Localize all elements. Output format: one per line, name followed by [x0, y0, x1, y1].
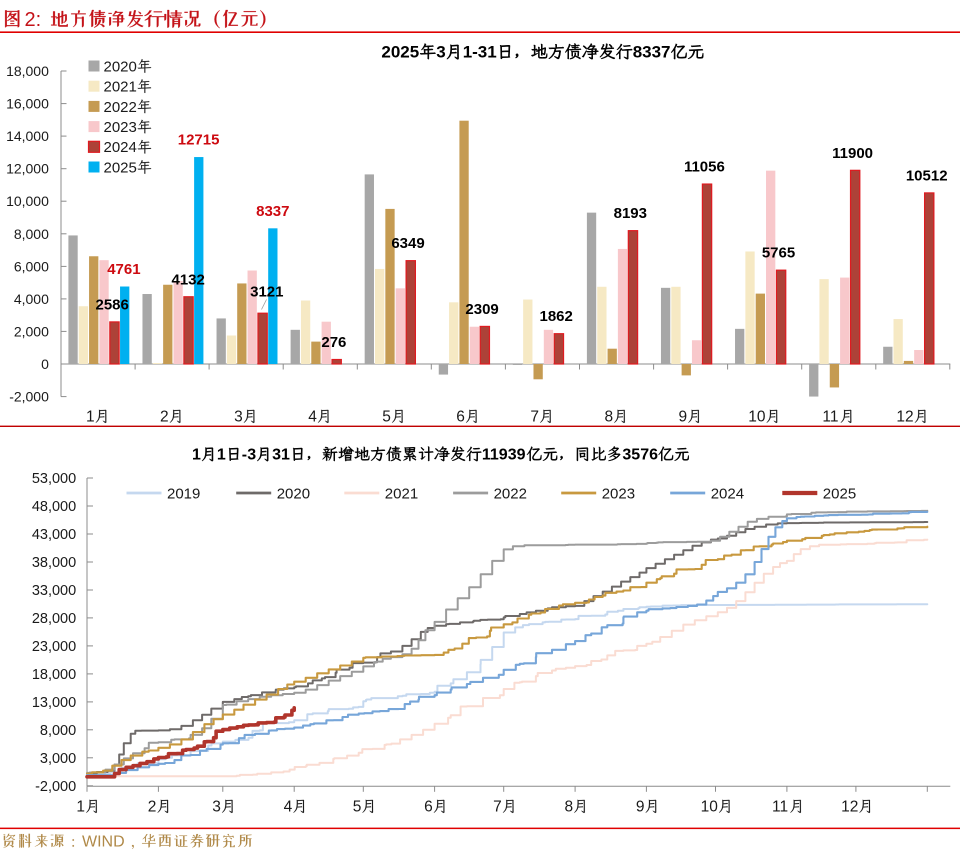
svg-text:1-31: 1-31 — [463, 43, 497, 62]
svg-text:2586: 2586 — [96, 296, 129, 313]
svg-text:6: 6 — [456, 408, 465, 425]
svg-text:8: 8 — [565, 798, 574, 815]
svg-text:10,000: 10,000 — [6, 193, 49, 209]
svg-text:6349: 6349 — [391, 235, 424, 252]
svg-text:2023: 2023 — [602, 485, 635, 502]
svg-text:10: 10 — [701, 798, 719, 815]
svg-text:48,000: 48,000 — [32, 499, 76, 515]
svg-text:2020: 2020 — [104, 58, 137, 75]
svg-text:2021: 2021 — [104, 79, 137, 96]
svg-text:11056: 11056 — [684, 159, 725, 176]
svg-text:13,000: 13,000 — [32, 695, 76, 711]
svg-text:18,000: 18,000 — [32, 667, 76, 683]
svg-text:-: - — [242, 447, 247, 464]
svg-text:4132: 4132 — [172, 271, 205, 288]
svg-text:1: 1 — [217, 447, 226, 464]
svg-text:10: 10 — [748, 408, 766, 425]
svg-text:11: 11 — [772, 798, 788, 815]
svg-text:2,000: 2,000 — [14, 323, 49, 339]
svg-text:2024: 2024 — [104, 139, 137, 156]
svg-text:WIND: WIND — [82, 834, 125, 851]
svg-text:10512: 10512 — [906, 167, 948, 184]
svg-text:2309: 2309 — [465, 301, 498, 318]
svg-text:12715: 12715 — [178, 132, 220, 149]
svg-text:-2,000: -2,000 — [35, 779, 76, 795]
svg-text:12: 12 — [841, 798, 858, 815]
svg-text:1: 1 — [86, 408, 95, 425]
svg-text:7: 7 — [493, 798, 502, 815]
svg-text:8: 8 — [605, 408, 614, 425]
svg-text:12: 12 — [896, 408, 913, 425]
svg-text:8337: 8337 — [633, 43, 671, 62]
svg-text:2025: 2025 — [104, 159, 137, 176]
svg-text:0: 0 — [41, 356, 49, 372]
svg-text:3,000: 3,000 — [40, 751, 76, 767]
svg-text:1: 1 — [192, 447, 201, 464]
svg-text:3576: 3576 — [622, 447, 658, 464]
svg-text:3: 3 — [234, 408, 243, 425]
svg-text:53,000: 53,000 — [32, 471, 76, 487]
svg-text:4: 4 — [308, 408, 317, 425]
svg-text:43,000: 43,000 — [32, 527, 76, 543]
svg-text:14,000: 14,000 — [6, 128, 49, 144]
svg-text:4761: 4761 — [107, 261, 140, 278]
svg-text:2021: 2021 — [385, 485, 418, 502]
svg-text:6: 6 — [424, 798, 433, 815]
svg-text:2025: 2025 — [381, 43, 419, 62]
svg-text:2022: 2022 — [494, 485, 527, 502]
svg-text:5: 5 — [382, 408, 391, 425]
svg-text:12,000: 12,000 — [6, 161, 49, 177]
svg-text:38,000: 38,000 — [32, 555, 76, 571]
svg-text:3: 3 — [436, 43, 445, 62]
svg-text:8337: 8337 — [256, 203, 289, 220]
svg-text:23,000: 23,000 — [32, 639, 76, 655]
svg-text:9: 9 — [679, 408, 688, 425]
svg-text:2025: 2025 — [823, 485, 856, 502]
svg-text:11900: 11900 — [832, 145, 873, 162]
svg-text:4,000: 4,000 — [14, 291, 49, 307]
svg-text:3121: 3121 — [250, 284, 283, 301]
svg-text:8,000: 8,000 — [40, 723, 76, 739]
svg-text:11939: 11939 — [482, 447, 526, 464]
svg-text:2: 2 — [160, 408, 169, 425]
svg-text:2:: 2: — [25, 9, 42, 31]
svg-text:1862: 1862 — [540, 308, 573, 325]
svg-text:2024: 2024 — [711, 485, 744, 502]
svg-text:16,000: 16,000 — [6, 96, 49, 112]
svg-text:1: 1 — [76, 798, 85, 815]
svg-text:2020: 2020 — [277, 485, 310, 502]
svg-text:3: 3 — [247, 447, 256, 464]
svg-text:28,000: 28,000 — [32, 611, 76, 627]
svg-text:11: 11 — [822, 408, 838, 425]
svg-text:8193: 8193 — [614, 205, 647, 222]
svg-text:4: 4 — [284, 798, 293, 815]
svg-text:18,000: 18,000 — [6, 63, 49, 79]
svg-text:6,000: 6,000 — [14, 258, 49, 274]
svg-text:-2,000: -2,000 — [9, 389, 49, 405]
svg-text:276: 276 — [321, 334, 346, 351]
svg-text:3: 3 — [212, 798, 221, 815]
svg-text:2022: 2022 — [104, 99, 137, 116]
svg-text:5: 5 — [353, 798, 362, 815]
svg-text:31: 31 — [272, 447, 290, 464]
svg-text:2: 2 — [148, 798, 157, 815]
svg-text:9: 9 — [636, 798, 645, 815]
svg-text:5765: 5765 — [762, 245, 795, 262]
svg-text:33,000: 33,000 — [32, 583, 76, 599]
svg-text:7: 7 — [530, 408, 539, 425]
svg-text:8,000: 8,000 — [14, 226, 49, 242]
svg-text:2019: 2019 — [167, 485, 200, 502]
svg-text:2023: 2023 — [104, 119, 137, 136]
